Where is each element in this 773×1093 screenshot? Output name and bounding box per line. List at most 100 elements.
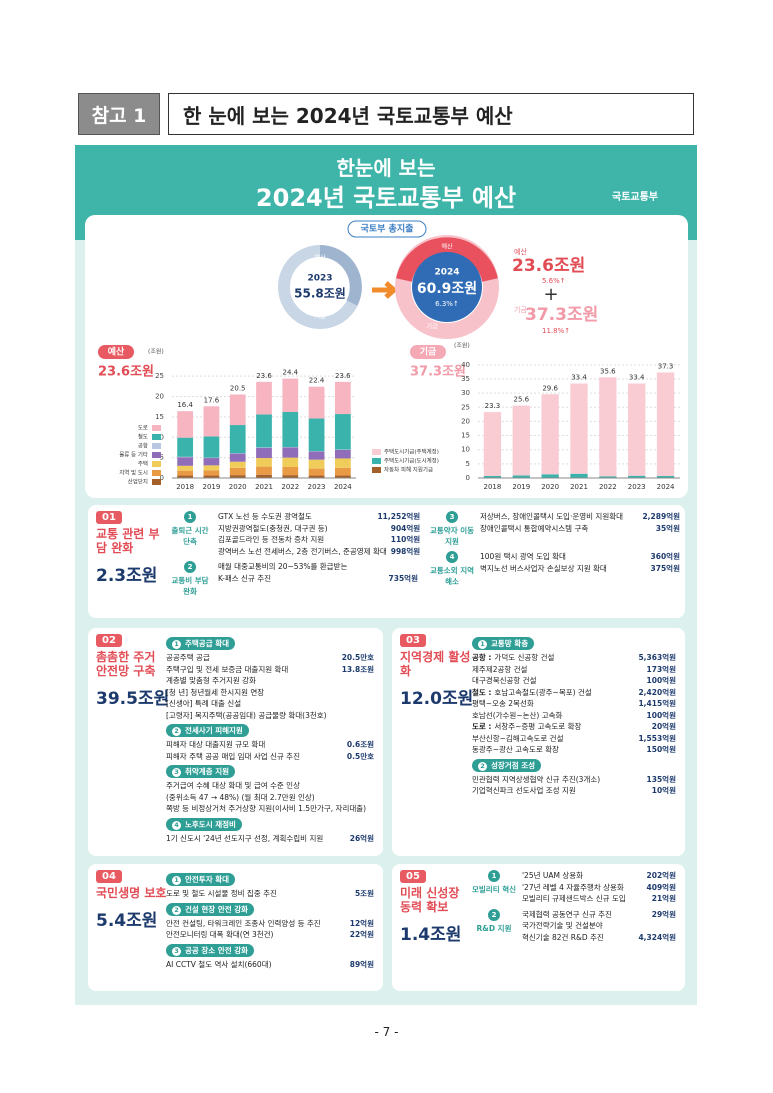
item-text: 광역버스 노선 전세버스, 2층 전기버스, 준공영제 확대 [218, 546, 387, 556]
group: 2 R&D 지원 국제협력 공동연구 신규 추진 29억원 국가전략기술 및 건설분야 혁… [472, 908, 676, 944]
summary-pill [347, 220, 427, 238]
group-number: 2 [172, 727, 181, 736]
bar-segment [599, 377, 617, 477]
bar-segment [203, 465, 220, 471]
item: 저상버스, 장애인콜택시 도입·운영비 지원확대 [480, 511, 623, 523]
item-amount: 22억원 [349, 930, 374, 939]
bar-total: 29.6 [542, 384, 558, 392]
bar-segment [203, 436, 220, 458]
bar-segment [177, 457, 194, 466]
item: 대구경북신공항 건설 [472, 675, 536, 687]
bar-segment [177, 437, 194, 457]
item-tag: 도로 : [472, 722, 492, 731]
bar-segment [656, 476, 675, 478]
item-row: 지방권광역철도(충청권, 대구권 등) 904억원 [218, 523, 420, 535]
group-number: 2 [184, 561, 196, 573]
item-text: 평택~오송 2복선화 [472, 699, 534, 708]
item-row: 김포골드라인 등 전동차 증차 지원 110억원 [218, 534, 420, 546]
item-amount: 202억원 [646, 871, 676, 880]
group-number: 3 [172, 946, 181, 956]
item-text: 동광주~광산 고속도로 확장 [472, 745, 559, 754]
section: 01 교통 관련 부담 완화 2.3조원 1 출퇴근 시간 단축 GTX 노선 등 수도권… [88, 505, 685, 618]
bar-total: 16.4 [177, 401, 193, 409]
group: 2 교통비 부담 완화 매월 대중교통비의 20~53%를 환급받는 K-패스 신규 … [168, 561, 418, 597]
group-badge: 1 출퇴근 시간 단축 [168, 511, 212, 547]
item-text: [청 년] 청년월세 한시지원 연장 [166, 687, 265, 697]
bar-segment [334, 381, 351, 415]
bar-segment [203, 475, 220, 478]
item-row: 피해자 대상 대출지원 규모 확대 0.6조원 [166, 739, 374, 751]
group-items: '25년 UAM 상용화 202억원 '27년 레벨 4 자율주행차 상용화 409억… [522, 870, 676, 905]
group-number: 1 [184, 511, 196, 523]
item-row: 벽지노선 버스사업자 손실보상 지원 확대 375억원 [480, 563, 680, 575]
group-heading: 3 공공 장소 안전 강화 [166, 943, 255, 957]
item-row: '27년 레벨 4 자율주행차 상용화 409억원 [522, 882, 676, 894]
x-tick-label: 2024 [334, 483, 352, 491]
bar-total: 25.6 [513, 396, 529, 404]
item: 제주제2공항 건설 [472, 664, 527, 676]
item: 공공주택 공급 [166, 652, 210, 664]
bar-segment [512, 475, 530, 478]
item-amount: 12억원 [349, 918, 374, 928]
budget-label: 예산 [514, 247, 527, 256]
bar-total: 23.3 [485, 402, 501, 410]
x-tick-label: 2022 [281, 483, 299, 491]
item-text: (중위소득 47 → 48%) (월 최대 2.7만원 인상) [166, 792, 315, 802]
bar-segment [308, 386, 325, 419]
section-column: 1 모빌리티 혁신 '25년 UAM 상용화 202억원 '27년 레벨 4 자율주행차… [472, 870, 676, 947]
item-row: 100원 택시 광역 도입 확대 360억원 [480, 551, 680, 563]
item-row: 혁신기술 82건 R&D 추진 4,324억원 [522, 932, 676, 944]
legend-swatch [372, 449, 381, 455]
axis-unit: (조원) [148, 348, 164, 356]
summary-label: 국토부 총지출 [361, 223, 414, 235]
section-title: 미래 신성장 동력 확보 [400, 886, 460, 914]
group-items: 국제협력 공동연구 신규 추진 29억원 국가전략기술 및 건설분야 혁신기술 82건… [522, 909, 676, 944]
section-number: 04 [96, 870, 122, 883]
donut-label: 기금 [314, 313, 326, 321]
bar-segment [256, 381, 272, 415]
chart-label-pill [98, 345, 134, 359]
item-row: 공항 : 가덕도 신공항 건설 5,363억원 [472, 652, 676, 664]
group-items: 매월 대중교통비의 20~53%를 환급받는 K-패스 신규 추진 735억원 [218, 561, 418, 584]
x-tick-label: 2018 [176, 483, 194, 491]
item: 안전 컨설팅, 타워크레인 조종사 인력양성 등 추진 [166, 918, 321, 930]
section-column: 1 주택공급 확대 공공주택 공급 20.5만호 주택구입 및 전세 보증금 대출지원 … [166, 634, 374, 844]
item-row: 쪽방 등 비정상거처 주거상향 지원(이사비 1.5만가구, 자리대출) [166, 803, 374, 815]
group-title: 모빌리티 혁신 [472, 885, 517, 894]
donut-center [412, 252, 482, 322]
item-text: 김포골드라인 등 전동차 증차 지원 [218, 535, 325, 544]
y-tick-label: 20 [461, 417, 470, 425]
bar-segment [177, 465, 194, 471]
legend-swatch [152, 479, 161, 485]
bar-segment [256, 414, 272, 448]
item-text: [고령자] 복지주택(공공임대) 공급물량 확대(3천호) [166, 710, 327, 720]
legend-swatch [372, 467, 381, 473]
legend-label: 주택 [138, 461, 148, 468]
group-number: 2 [478, 761, 487, 771]
x-tick-label: 2023 [628, 483, 646, 491]
item-row: (중위소득 47 → 48%) (월 최대 2.7만원 인상) [166, 792, 374, 804]
donut-amount: 55.8조원 [294, 287, 346, 301]
legend-label: 도로 [138, 425, 148, 432]
item-row: 기업혁신파크 선도사업 조성 지원 10억원 [472, 785, 676, 797]
item-row: 국제협력 공동연구 신규 추진 29억원 [522, 909, 676, 921]
item: 피해자 주택 공공 매입 임대 사업 신규 추진 [166, 751, 300, 763]
item-row: 철도 : 호남고속철도(광주~목포) 건설 2,420억원 [472, 687, 676, 699]
x-tick-label: 2021 [570, 483, 588, 491]
item: 공항 : 가덕도 신공항 건설 [472, 652, 554, 664]
item: 도로 : 서창주~증평 고속도로 확장 [472, 721, 581, 733]
item-amount: 100억원 [646, 676, 676, 685]
item-text: K-패스 신규 추진 [218, 573, 272, 583]
bar-segment [229, 475, 246, 478]
bar-segment [308, 475, 325, 478]
bar-total: 24.4 [282, 369, 298, 377]
item-amount: 100억원 [646, 710, 676, 720]
item-amount: 360억원 [650, 552, 680, 561]
group-title: 취약계층 지원 [185, 767, 230, 776]
item-row: 평택~오송 2복선화 1,415억원 [472, 698, 676, 710]
item: 부산신항~김해고속도로 건설 [472, 733, 563, 745]
group-title: 성장거점 조성 [491, 760, 536, 770]
item: 100원 택시 광역 도입 확대 [480, 551, 566, 563]
item-amount: 409억원 [646, 882, 676, 892]
donut-arc [396, 237, 498, 283]
